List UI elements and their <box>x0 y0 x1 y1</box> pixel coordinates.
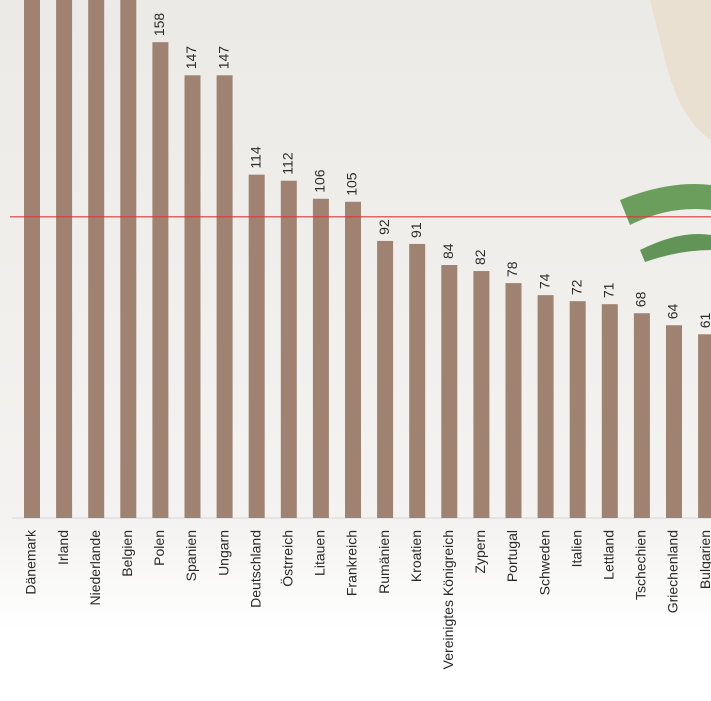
x-tick-label: Bulgarien <box>697 530 711 589</box>
data-label: 114 <box>247 146 263 169</box>
data-label: 112 <box>280 152 296 175</box>
bar <box>537 295 554 518</box>
data-label: 71 <box>601 282 617 298</box>
bar <box>184 75 201 518</box>
data-label: 68 <box>633 291 649 307</box>
bar <box>601 304 618 518</box>
x-tick-label: Italien <box>568 530 584 567</box>
bar <box>377 240 394 518</box>
bar <box>409 243 426 518</box>
x-tick-label: Portugal <box>504 530 520 582</box>
bar <box>152 42 169 519</box>
bar <box>56 0 73 519</box>
data-label: 82 <box>472 249 488 265</box>
bar <box>88 0 105 518</box>
x-tick-label: Schweden <box>536 530 552 595</box>
x-tick-label: Kroatien <box>408 530 424 582</box>
x-tick-label: Deutschland <box>247 530 263 608</box>
data-label: 92 <box>376 219 392 235</box>
bar <box>698 334 711 518</box>
x-tick-label: Lettland <box>601 530 617 580</box>
x-tick-label: Zypern <box>472 530 488 574</box>
bar <box>505 283 522 518</box>
x-tick-label: Polen <box>151 530 167 566</box>
x-tick-label: Östrreich <box>279 530 296 587</box>
x-tick-label: Griechenland <box>665 530 681 613</box>
data-label: 158 <box>151 13 167 37</box>
bar <box>666 325 682 518</box>
x-tick-label: Niederlande <box>87 530 103 606</box>
bar <box>280 180 297 518</box>
data-label: 105 <box>344 172 360 196</box>
decor-herb <box>620 184 711 225</box>
data-label: 78 <box>504 261 520 277</box>
x-tick-label: Dänemark <box>23 529 39 595</box>
bar <box>312 198 329 518</box>
data-label: 72 <box>568 279 584 295</box>
bar <box>345 201 361 519</box>
data-label: 74 <box>536 273 552 289</box>
data-label: 84 <box>440 243 456 259</box>
bar <box>569 301 586 518</box>
x-tick-label: Belgien <box>119 530 135 577</box>
bar <box>248 174 265 518</box>
data-label: 147 <box>215 46 231 70</box>
bar <box>216 75 233 518</box>
decor-herb <box>640 234 711 262</box>
decor-paper <box>650 0 711 140</box>
data-label: 61 <box>697 313 711 329</box>
data-label: 106 <box>312 169 328 193</box>
x-tick-label: Irland <box>55 530 71 565</box>
x-tick-label: Litauen <box>312 530 328 576</box>
data-label: 64 <box>665 303 681 319</box>
bar <box>473 271 490 518</box>
x-tick-label: Vereinigtes Königreich <box>440 530 456 669</box>
data-label: 91 <box>408 222 424 238</box>
bar <box>633 313 650 518</box>
x-tick-label: Rumänien <box>376 530 392 594</box>
x-tick-label: Ungarn <box>215 530 231 576</box>
bar <box>441 265 458 518</box>
x-tick-label: Tschechien <box>633 530 649 600</box>
x-tick-label: Spanien <box>183 530 199 581</box>
bar <box>120 0 137 518</box>
data-label: 147 <box>183 46 199 70</box>
bar <box>24 0 40 518</box>
x-tick-label: Frankreich <box>344 530 360 596</box>
